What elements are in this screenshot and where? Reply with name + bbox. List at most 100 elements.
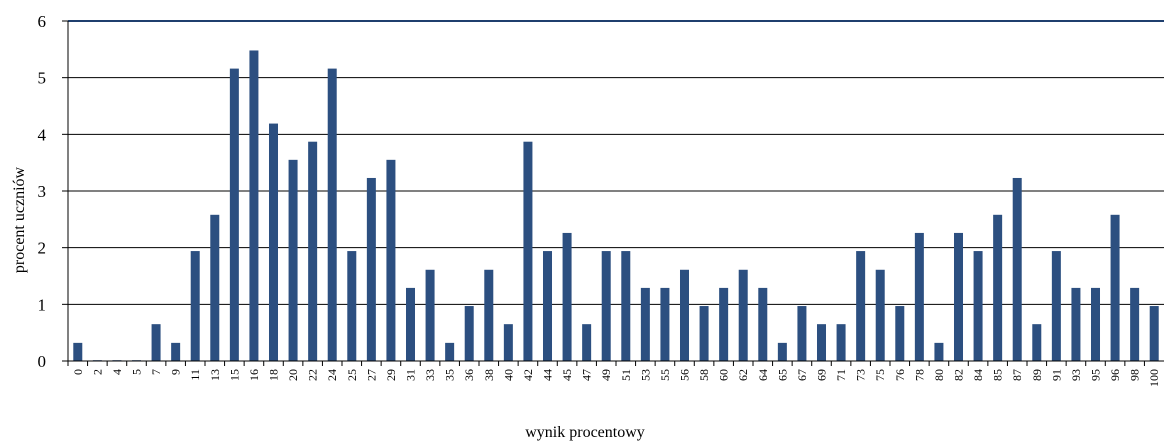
bar-84 [973,251,983,361]
x-tick-label: 31 [404,369,418,381]
x-tick-label: 13 [208,369,222,381]
x-tick-label: 49 [599,369,613,381]
x-tick-label: 15 [227,369,241,381]
y-axis-ticks: 0 1 2 3 4 5 6 [38,12,68,371]
x-tick-label: 29 [384,369,398,381]
bar-78 [914,232,924,361]
bar-80 [934,342,944,361]
x-tick-label: 64 [756,369,770,381]
x-tick-label: 4 [110,369,124,375]
x-tick-label: 55 [658,369,672,381]
bar-82 [953,232,964,361]
bar-36 [464,306,474,361]
x-tick-label: 25 [345,369,359,381]
bar-95 [1090,287,1101,361]
y-tick-label: 4 [38,125,47,144]
x-tick-label: 73 [854,369,868,381]
bar-27 [366,177,376,361]
y-axis-title: procent uczniów [11,166,28,273]
x-tick-label: 53 [638,369,652,381]
x-tick-label: 75 [873,369,887,381]
x-tick-label: 44 [541,369,555,381]
bar-71 [836,324,846,361]
x-axis-title: wynik procentowy [525,424,645,441]
bar-76 [895,306,905,361]
bar-69 [816,324,827,361]
x-tick-label: 91 [1049,369,1063,381]
bar-38 [484,269,494,361]
x-tick-label: 65 [775,369,789,381]
bar-16 [249,50,259,361]
bar-0 [73,342,83,361]
x-tick-label: 38 [482,369,496,381]
bar-93 [1071,287,1081,361]
x-tick-label: 16 [247,369,261,381]
x-tick-label: 51 [619,369,633,381]
bar-7 [151,324,161,361]
bar-22 [308,141,318,361]
bar-60 [719,287,729,361]
bar-35 [445,342,455,361]
x-tick-label: 47 [580,369,594,381]
bar-29 [386,159,396,361]
x-tick-label: 18 [267,369,281,381]
bar-53 [640,287,650,361]
bar-73 [856,251,866,361]
x-tick-label: 96 [1108,369,1122,381]
y-tick-label: 3 [38,182,47,201]
y-tick-label: 6 [38,12,47,31]
bar-85 [993,214,1003,361]
bar-62 [738,269,748,361]
bar-44 [542,251,553,361]
y-tick-label: 2 [38,239,47,258]
y-tick-label: 0 [38,352,47,371]
x-tick-label: 0 [71,369,85,375]
x-tick-label: 40 [501,369,515,381]
x-tick-label: 100 [1147,369,1161,387]
bar-9 [171,342,181,361]
bar-100 [1149,306,1159,361]
bar-89 [1032,324,1042,361]
bar-24 [327,68,337,361]
x-tick-label: 33 [423,369,437,381]
x-tick-label: 62 [736,369,750,381]
bar-49 [601,251,611,361]
x-tick-label: 85 [991,369,1005,381]
x-tick-label: 98 [1128,369,1142,381]
bar-65 [777,342,787,361]
bar-56 [679,269,690,361]
x-tick-label: 56 [678,369,692,381]
bar-58 [699,306,709,361]
bar-91 [1051,251,1061,361]
bar-55 [660,287,670,361]
bar-64 [758,287,768,361]
bar-87 [1012,177,1022,361]
x-tick-label: 27 [364,369,378,381]
bar-96 [1110,214,1120,361]
x-tick-label: 69 [815,369,829,381]
x-tick-label: 5 [130,369,144,375]
x-tick-label: 67 [795,369,809,381]
x-tick-label: 36 [462,369,476,381]
bar-20 [288,159,298,361]
y-tick-label: 1 [38,295,47,314]
x-tick-label: 76 [893,369,907,381]
x-tick-label: 2 [90,369,104,375]
x-tick-label: 22 [306,369,320,381]
x-tick-label: 24 [325,369,339,381]
bar-51 [621,251,631,361]
x-tick-label: 71 [834,369,848,381]
x-tick-label: 80 [932,369,946,381]
x-tick-label: 11 [188,369,202,381]
x-tick-label: 20 [286,369,300,381]
x-tick-label: 93 [1069,369,1083,381]
x-tick-label: 7 [149,369,163,375]
bar-40 [503,324,513,361]
bar-11 [190,251,200,361]
bar-18 [268,123,279,361]
x-tick-label: 42 [521,369,535,381]
bar-33 [425,269,435,361]
x-tick-label: 84 [971,369,985,381]
bar-47 [582,324,592,361]
